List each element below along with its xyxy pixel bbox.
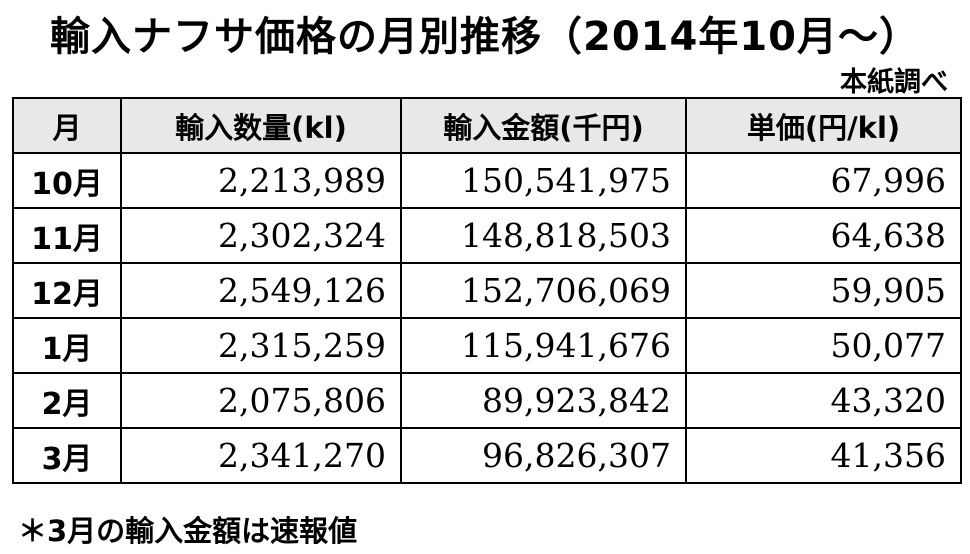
unit-price-cell: 43,320 xyxy=(685,372,962,429)
unit-price-cell: 64,638 xyxy=(685,207,962,264)
header-quantity: 輸入数量(kl) xyxy=(120,97,402,154)
quantity-cell: 2,315,259 xyxy=(120,317,402,374)
header-unit-price: 単価(円/kl) xyxy=(685,97,962,154)
unit-price-cell: 67,996 xyxy=(685,152,962,209)
table-header-row: 月 輸入数量(kl) 輸入金額(千円) 単価(円/kl) xyxy=(12,97,962,154)
page-title: 輸入ナフサ価格の月別推移（2014年10月～） xyxy=(50,14,920,60)
table-row: 12月 2,549,126 152,706,069 59,905 xyxy=(12,262,962,319)
month-cell: 1月 xyxy=(12,317,122,374)
amount-cell: 150,541,975 xyxy=(400,152,687,209)
table-row: 2月 2,075,806 89,923,842 43,320 xyxy=(12,372,962,429)
quantity-cell: 2,341,270 xyxy=(120,427,402,484)
source-label: 本紙調べ xyxy=(840,67,948,98)
table-row: 11月 2,302,324 148,818,503 64,638 xyxy=(12,207,962,264)
unit-price-cell: 41,356 xyxy=(685,427,962,484)
table-row: 10月 2,213,989 150,541,975 67,996 xyxy=(12,152,962,209)
month-cell: 11月 xyxy=(12,207,122,264)
quantity-cell: 2,213,989 xyxy=(120,152,402,209)
amount-cell: 89,923,842 xyxy=(400,372,687,429)
month-cell: 3月 xyxy=(12,427,122,484)
amount-cell: 148,818,503 xyxy=(400,207,687,264)
amount-cell: 115,941,676 xyxy=(400,317,687,374)
table-row: 3月 2,341,270 96,826,307 41,356 xyxy=(12,427,962,484)
month-cell: 12月 xyxy=(12,262,122,319)
unit-price-cell: 50,077 xyxy=(685,317,962,374)
month-cell: 10月 xyxy=(12,152,122,209)
footnote: ＊3月の輸入金額は速報値 xyxy=(18,514,358,548)
header-month: 月 xyxy=(12,97,122,154)
quantity-cell: 2,302,324 xyxy=(120,207,402,264)
quantity-cell: 2,075,806 xyxy=(120,372,402,429)
unit-price-cell: 59,905 xyxy=(685,262,962,319)
month-cell: 2月 xyxy=(12,372,122,429)
amount-cell: 152,706,069 xyxy=(400,262,687,319)
table-row: 1月 2,315,259 115,941,676 50,077 xyxy=(12,317,962,374)
amount-cell: 96,826,307 xyxy=(400,427,687,484)
quantity-cell: 2,549,126 xyxy=(120,262,402,319)
naphtha-price-table: 月 輸入数量(kl) 輸入金額(千円) 単価(円/kl) 10月 2,213,9… xyxy=(12,97,962,484)
header-amount: 輸入金額(千円) xyxy=(400,97,687,154)
